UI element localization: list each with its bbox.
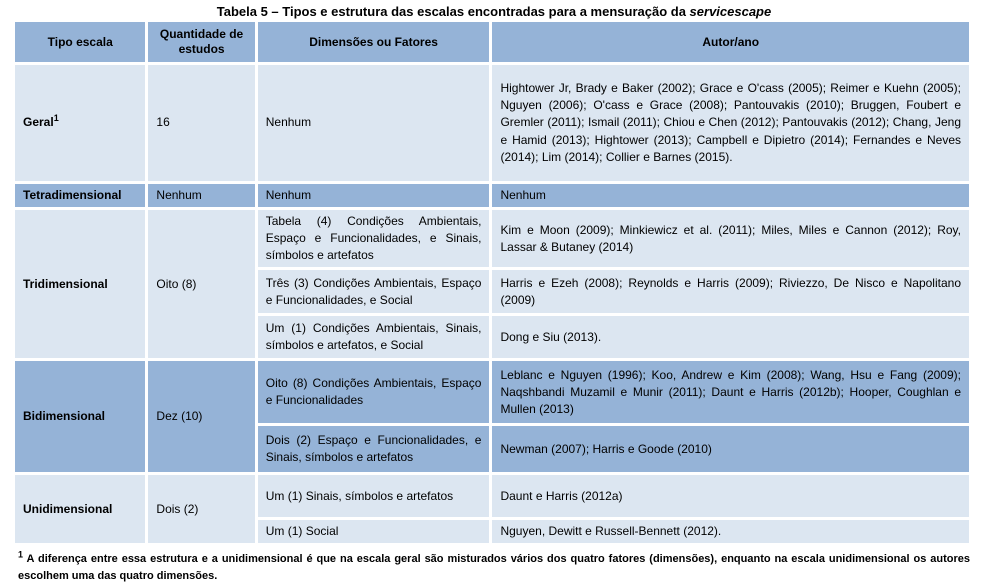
column-header-autor-ano: Autor/ano (492, 22, 969, 62)
table-row: Bidimensional Dez (10) Oito (8) Condições … (15, 361, 969, 473)
table-title: Tabela 5 – Tipos e estrutura das escalas… (0, 0, 988, 19)
cell-autor-ano: Kim e Moon (2009); Minkiewicz et al. (20… (492, 210, 969, 268)
table-row: Um (1) Social Nguyen, Dewitt e Russell-Be… (15, 520, 969, 544)
cell-dimensoes-fatores: Três (3) Condições Ambientais, Espaço e … (257, 270, 490, 314)
table-title-text: Tabela 5 – Tipos e estrutura das escalas… (216, 4, 690, 19)
cell-tipo-escala: Tetradimensional (15, 184, 146, 208)
cell-autor-ano: Hightower Jr, Brady e Baker (2002); Grac… (492, 65, 969, 181)
table-row: Três (3) Condições Ambientais, Espaço e … (15, 270, 969, 314)
cell-autor-ano: Nguyen, Dewitt e Russell-Bennett (2012). (492, 520, 969, 544)
cell-quantidade-estudos: Dois (2) (148, 475, 255, 544)
table-header-row: Tipo escala Quantidade de estudos Dimens… (15, 22, 969, 62)
cell-quantidade-estudos: Oito (8) (148, 210, 255, 359)
cell-dimensoes-fatores: Dois (2) Espaço e Funcionalidades, e Sin… (257, 426, 490, 473)
cell-dimensoes-fatores: Um (1) Sinais, símbolos e artefatos (257, 475, 490, 518)
table-row: Dois (2) Espaço e Funcionalidades, e Sin… (15, 426, 969, 473)
cell-tipo-escala: Tridimensional (15, 210, 146, 359)
scales-table: Tipo escala Quantidade de estudos Dimens… (12, 19, 972, 546)
table-row: Unidimensional Dois (2) Um (1) Sinais, sím… (15, 475, 969, 544)
cell-dimensoes-fatores: Nenhum (257, 65, 490, 181)
table-title-italic-term: servicescape (689, 4, 772, 19)
footnote-marker: 1 (18, 549, 24, 560)
cell-autor-ano: Daunt e Harris (2012a) (492, 475, 969, 518)
column-header-dimensoes: Dimensões ou Fatores (257, 22, 490, 62)
cell-quantidade-estudos: Dez (10) (148, 361, 255, 473)
cell-dimensoes-fatores: Um (1) Social (257, 520, 490, 544)
footnote-text: A diferença entre essa estrutura e a uni… (18, 553, 970, 583)
cell-dimensoes-fatores: Nenhum (257, 184, 490, 208)
cell-autor-ano: Leblanc e Nguyen (1996); Koo, Andrew e K… (492, 361, 969, 424)
cell-tipo-escala: Geral1 (15, 65, 146, 181)
footnote-ref: 1 (53, 113, 59, 124)
cell-tipo-escala: Unidimensional (15, 475, 146, 544)
cell-dimensoes-fatores: Um (1) Condições Ambientais, Sinais, sím… (257, 316, 490, 359)
cell-autor-ano: Harris e Ezeh (2008); Reynolds e Harris … (492, 270, 969, 314)
cell-autor-ano: Nenhum (492, 184, 969, 208)
cell-dimensoes-fatores: Tabela (4) Condições Ambientais, Espaço … (257, 210, 490, 268)
table-row: Tetradimensional Nenhum Nenhum Nenhum (15, 184, 969, 208)
cell-autor-ano: Newman (2007); Harris e Goode (2010) (492, 426, 969, 473)
cell-dimensoes-fatores: Oito (8) Condições Ambientais, Espaço e … (257, 361, 490, 424)
table-row: Geral1 16 Nenhum Hightower Jr, Brady e Bake… (15, 65, 969, 181)
cell-tipo-escala: Bidimensional (15, 361, 146, 473)
table-body: Geral1 16 Nenhum Hightower Jr, Brady e Bake… (15, 65, 969, 544)
table-footnote: 1 A diferença entre essa estrutura e a u… (18, 549, 970, 583)
column-header-quantidade: Quantidade de estudos (148, 22, 255, 62)
cell-quantidade-estudos: 16 (148, 65, 255, 181)
table-row: Um (1) Condições Ambientais, Sinais, sím… (15, 316, 969, 359)
cell-autor-ano: Dong e Siu (2013). (492, 316, 969, 359)
column-header-tipo-escala: Tipo escala (15, 22, 146, 62)
cell-quantidade-estudos: Nenhum (148, 184, 255, 208)
table-row: Tridimensional Oito (8) Tabela (4) Condiçõ… (15, 210, 969, 359)
